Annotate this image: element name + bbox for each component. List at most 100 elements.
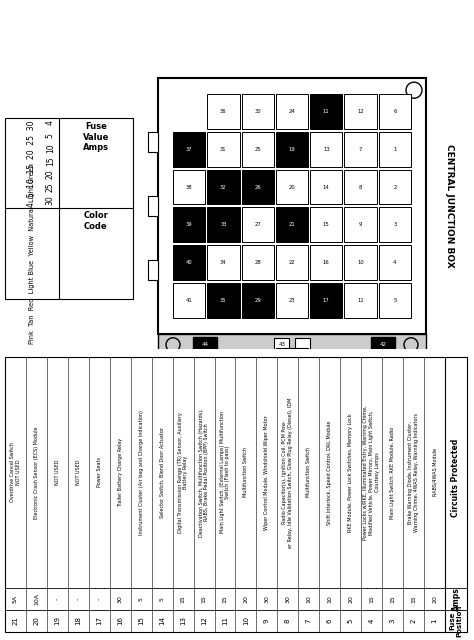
- Bar: [345, 207, 377, 243]
- Bar: [158, 334, 426, 356]
- Text: 17: 17: [96, 616, 102, 625]
- Bar: [207, 207, 239, 243]
- Bar: [148, 132, 158, 152]
- Text: 15: 15: [181, 595, 186, 603]
- Text: 36: 36: [220, 109, 227, 114]
- Bar: [242, 132, 274, 166]
- Text: 10: 10: [357, 260, 364, 266]
- Text: Main Light Switch, (External Lamps) Multifunction
Switch (Flash to pass): Main Light Switch, (External Lamps) Mult…: [219, 412, 230, 534]
- Text: Main Light Switch, RKE Module, Radio: Main Light Switch, RKE Module, Radio: [390, 426, 395, 518]
- Bar: [193, 337, 217, 353]
- Text: 41: 41: [186, 298, 192, 303]
- Text: Power Locks w/RKE, Illuminated Entry, Warning Chime,
Modified Vehicle, Power Mir: Power Locks w/RKE, Illuminated Entry, Wa…: [364, 405, 380, 540]
- Bar: [310, 245, 342, 280]
- Text: 20: 20: [244, 595, 248, 603]
- Bar: [276, 245, 308, 280]
- Bar: [287, 349, 295, 359]
- Bar: [345, 245, 377, 280]
- Bar: [276, 93, 308, 129]
- Bar: [379, 207, 411, 243]
- Bar: [242, 245, 274, 280]
- Text: 11: 11: [323, 109, 329, 114]
- Bar: [173, 207, 205, 243]
- Bar: [345, 93, 377, 129]
- Text: 9: 9: [359, 223, 362, 227]
- Bar: [242, 93, 274, 129]
- Text: 5: 5: [393, 298, 397, 303]
- Bar: [310, 284, 342, 318]
- Text: 22: 22: [289, 260, 295, 266]
- Text: 42: 42: [380, 342, 386, 348]
- Text: 21: 21: [12, 616, 18, 625]
- Text: -: -: [97, 598, 102, 600]
- Text: 30: 30: [118, 595, 123, 603]
- Text: 14: 14: [159, 616, 165, 625]
- Text: 4: 4: [369, 619, 374, 623]
- Text: 5: 5: [139, 597, 144, 601]
- Bar: [242, 207, 274, 243]
- Text: 25: 25: [255, 147, 261, 152]
- Text: 19: 19: [289, 147, 295, 152]
- Text: Deactivation Switch, Multifunction Switch (Hazards),
RABS, Brake Pedal Position : Deactivation Switch, Multifunction Switc…: [199, 408, 210, 537]
- Text: 43: 43: [279, 342, 285, 348]
- Text: 18: 18: [75, 616, 82, 625]
- Bar: [379, 93, 411, 129]
- Text: Fuse
Position: Fuse Position: [449, 605, 463, 637]
- Text: RKE Module, Power Lock Switches, Memory Lock: RKE Module, Power Lock Switches, Memory …: [348, 413, 353, 532]
- Text: 8: 8: [359, 184, 362, 189]
- Text: 40: 40: [186, 260, 192, 266]
- Text: Shift Interlock, Speed Control, DRL Module: Shift Interlock, Speed Control, DRL Modu…: [327, 420, 332, 525]
- Bar: [276, 207, 308, 243]
- Text: NOT USED: NOT USED: [55, 460, 60, 485]
- Text: 2: 2: [410, 619, 417, 623]
- Text: 13: 13: [180, 616, 186, 625]
- Text: 16: 16: [323, 260, 329, 266]
- Text: -: -: [55, 598, 60, 600]
- Bar: [310, 132, 342, 166]
- Bar: [379, 245, 411, 280]
- Bar: [276, 348, 308, 360]
- Bar: [274, 338, 289, 352]
- Bar: [173, 245, 205, 280]
- Bar: [5, 118, 133, 299]
- Bar: [242, 170, 274, 204]
- Text: 10: 10: [46, 143, 55, 153]
- Text: 5: 5: [46, 133, 55, 138]
- Bar: [297, 349, 305, 359]
- Text: Electronic Crash Sensor (ECS) Module: Electronic Crash Sensor (ECS) Module: [34, 426, 39, 518]
- Text: 23: 23: [289, 298, 295, 303]
- Text: 5A: 5A: [13, 595, 18, 603]
- Bar: [148, 196, 158, 216]
- Text: 2: 2: [393, 184, 397, 189]
- Text: Multifunction Switch: Multifunction Switch: [244, 447, 248, 497]
- Bar: [207, 284, 239, 318]
- Bar: [207, 132, 239, 166]
- Bar: [379, 284, 411, 318]
- Text: 29: 29: [255, 298, 261, 303]
- Text: 10: 10: [243, 616, 249, 625]
- Bar: [310, 93, 342, 129]
- Text: 11: 11: [357, 298, 364, 303]
- Text: 5: 5: [348, 619, 354, 623]
- Bar: [148, 260, 158, 280]
- Text: Amps: Amps: [452, 587, 461, 611]
- Bar: [345, 132, 377, 166]
- Bar: [158, 78, 426, 334]
- Text: Trailer Battery Charge Relay: Trailer Battery Charge Relay: [118, 438, 123, 507]
- Text: 19: 19: [55, 616, 60, 625]
- Text: 15: 15: [369, 595, 374, 603]
- Text: 20: 20: [432, 595, 437, 603]
- Text: 7: 7: [306, 619, 312, 623]
- Text: 39: 39: [186, 223, 192, 227]
- Text: 31: 31: [220, 147, 227, 152]
- Text: 21: 21: [289, 223, 295, 227]
- Text: 15: 15: [390, 595, 395, 603]
- Text: 10: 10: [306, 595, 311, 603]
- Text: 26: 26: [255, 184, 261, 189]
- Text: 3: 3: [390, 619, 396, 623]
- Text: Power Seats: Power Seats: [97, 458, 102, 488]
- Bar: [345, 170, 377, 204]
- Text: 17: 17: [323, 298, 329, 303]
- Text: 30: 30: [264, 595, 269, 603]
- Bar: [276, 284, 308, 318]
